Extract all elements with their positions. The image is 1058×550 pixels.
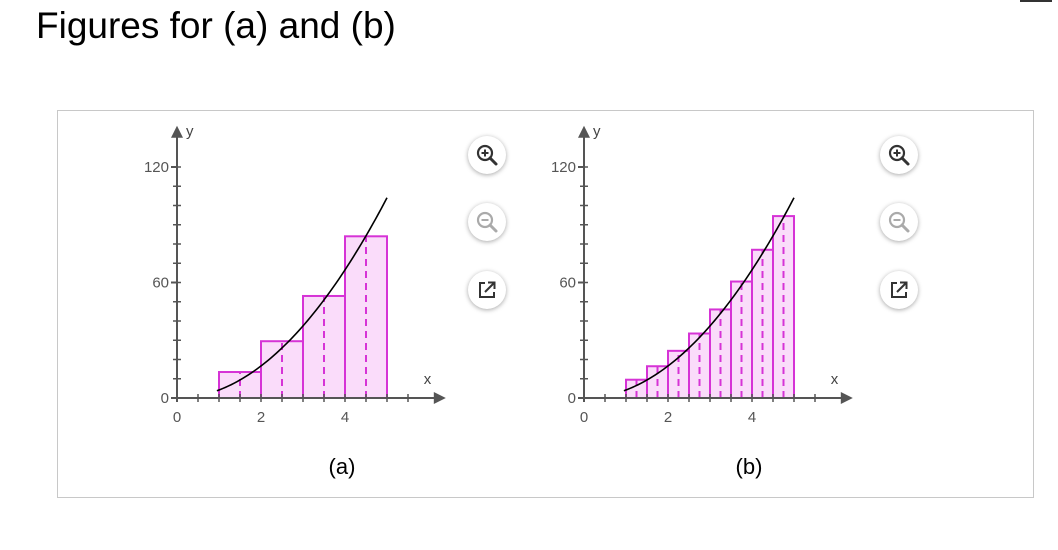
zoom-in-button-a[interactable] — [468, 136, 506, 174]
zoom-out-icon — [476, 211, 498, 233]
external-link-icon — [479, 281, 496, 298]
popout-button-a[interactable] — [468, 271, 506, 309]
x-tick-label: 4 — [341, 409, 349, 426]
x-axis-arrow — [433, 392, 446, 404]
y-tick-label: 0 — [568, 390, 576, 407]
chart-a: 0 60 120 0 2 4 y x — [144, 123, 446, 426]
x-axis-arrow — [840, 392, 853, 404]
x-tick-label: 0 — [173, 409, 181, 426]
zoom-out-icon — [888, 211, 910, 233]
external-link-icon — [891, 281, 908, 298]
x-axis-label: x — [424, 371, 432, 388]
zoom-in-icon — [888, 144, 910, 166]
chart-b: 0 60 120 0 2 4 y x — [551, 123, 853, 426]
y-tick-label: 60 — [152, 275, 169, 292]
figure-container: 0 60 120 0 2 4 y x (a) 0 60 120 0 2 4 y x (b) — [57, 110, 1034, 498]
y-axis-label: y — [593, 123, 601, 140]
y-axis-arrow — [578, 125, 590, 138]
popout-button-b[interactable] — [880, 271, 918, 309]
y-axis-label: y — [186, 123, 194, 140]
caption-a: (a) — [328, 454, 356, 479]
zoom-out-button-b[interactable] — [880, 203, 918, 241]
y-axis-arrow — [171, 125, 183, 138]
y-tick-label: 60 — [559, 275, 576, 292]
x-axis-label: x — [831, 371, 839, 388]
x-tick-label: 2 — [257, 409, 265, 426]
function-curve — [216, 197, 388, 392]
function-curve — [623, 197, 795, 392]
x-tick-label: 4 — [748, 409, 756, 426]
y-tick-label: 120 — [144, 159, 169, 176]
y-tick-label: 0 — [161, 390, 169, 407]
y-tick-label: 120 — [551, 159, 576, 176]
zoom-out-button-a[interactable] — [468, 203, 506, 241]
caption-b: (b) — [735, 454, 763, 479]
zoom-in-button-b[interactable] — [880, 136, 918, 174]
zoom-in-icon — [476, 144, 498, 166]
page-title: Figures for (a) and (b) — [36, 5, 396, 46]
x-tick-label: 2 — [664, 409, 672, 426]
corner-divider — [1020, 0, 1052, 2]
x-tick-label: 0 — [580, 409, 588, 426]
